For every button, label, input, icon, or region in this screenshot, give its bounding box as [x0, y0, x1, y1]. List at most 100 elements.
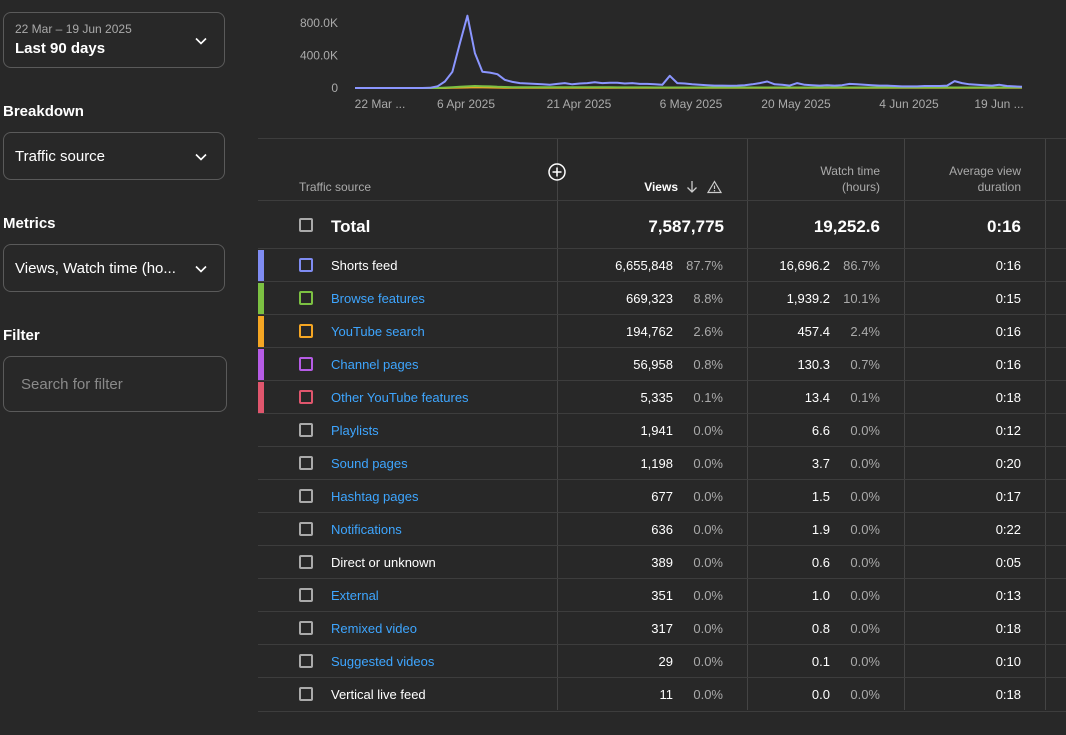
watch-time-percent: 0.0% [850, 621, 880, 636]
traffic-source-name[interactable]: Hashtag pages [331, 489, 419, 504]
views-value: 677 [651, 489, 673, 504]
row-checkbox[interactable] [299, 522, 313, 536]
row-checkbox[interactable] [299, 687, 313, 701]
chevron-down-icon [195, 37, 207, 45]
avg-duration-value: 0:18 [995, 687, 1021, 702]
watch-time-value: 16,696.2 [779, 258, 830, 273]
watch-time-value: 6.6 [811, 423, 830, 438]
row-color-bar [258, 349, 264, 381]
avg-duration-value: 0:16 [995, 258, 1021, 273]
views-percent: 0.0% [693, 423, 723, 438]
views-value: 317 [651, 621, 673, 636]
watch-time-percent: 86.7% [843, 258, 880, 273]
filter-title: Filter [3, 327, 40, 344]
total-checkbox[interactable] [299, 218, 313, 232]
traffic-source-name[interactable]: Browse features [331, 291, 425, 306]
watch-time-percent: 0.0% [850, 555, 880, 570]
avg-duration-value: 0:13 [995, 588, 1021, 603]
row-checkbox[interactable] [299, 258, 313, 272]
traffic-source-name[interactable]: Suggested videos [331, 654, 435, 669]
table-row: Suggested videos 29 0.0% 0.1 0.0% 0:10 [258, 644, 1066, 678]
table-row: Notifications 636 0.0% 1.9 0.0% 0:22 [258, 512, 1066, 546]
breakdown-title: Breakdown [3, 103, 84, 120]
warning-icon[interactable] [707, 180, 722, 194]
views-line-chart: 800.0K 400.0K 0 22 Mar ... 6 Apr 2025 21 Apr … [300, 14, 1024, 111]
row-checkbox[interactable] [299, 357, 313, 371]
y-tick-label: 400.0K [300, 49, 338, 63]
traffic-source-name[interactable]: Other YouTube features [331, 390, 469, 405]
traffic-source-name[interactable]: Channel pages [331, 357, 419, 372]
traffic-source-name[interactable]: Sound pages [331, 456, 408, 471]
views-percent: 87.7% [686, 258, 723, 273]
avg-duration-value: 0:10 [995, 654, 1021, 669]
views-value: 669,323 [626, 291, 673, 306]
date-range-dropdown[interactable]: 22 Mar – 19 Jun 2025 Last 90 days [3, 12, 225, 68]
row-checkbox[interactable] [299, 654, 313, 668]
watch-time-value: 1.0 [811, 588, 830, 603]
traffic-source-name[interactable]: Remixed video [331, 621, 417, 636]
filter-search-box [3, 356, 228, 412]
traffic-source-name[interactable]: Playlists [331, 423, 379, 438]
x-tick-label: 6 May 2025 [660, 97, 723, 111]
table-row: YouTube search 194,762 2.6% 457.4 2.4% 0:16 [258, 314, 1066, 348]
avg-duration-value: 0:18 [995, 390, 1021, 405]
watch-time-percent: 0.0% [850, 522, 880, 537]
views-percent: 8.8% [693, 291, 723, 306]
watch-time-value: 457.4 [797, 324, 830, 339]
total-avg-duration: 0:16 [986, 217, 1021, 236]
header-average-view-duration[interactable]: Average view duration [910, 163, 1021, 195]
avg-duration-value: 0:16 [995, 357, 1021, 372]
avg-duration-value: 0:17 [995, 489, 1021, 504]
add-metric-icon[interactable] [547, 162, 567, 182]
x-tick-label: 21 Apr 2025 [547, 97, 612, 111]
views-percent: 0.1% [693, 390, 723, 405]
row-checkbox[interactable] [299, 390, 313, 404]
column-divider [747, 138, 748, 710]
row-checkbox[interactable] [299, 555, 313, 569]
table-row: Direct or unknown 389 0.0% 0.6 0.0% 0:05 [258, 545, 1066, 579]
avg-duration-value: 0:15 [995, 291, 1021, 306]
header-views[interactable]: Views [644, 180, 678, 194]
metrics-value: Views, Watch time (ho... [15, 260, 176, 277]
row-checkbox[interactable] [299, 588, 313, 602]
row-checkbox[interactable] [299, 489, 313, 503]
metrics-title: Metrics [3, 215, 56, 232]
row-checkbox[interactable] [299, 423, 313, 437]
avg-duration-value: 0:05 [995, 555, 1021, 570]
traffic-source-name: Direct or unknown [331, 555, 436, 570]
watch-time-percent: 2.4% [850, 324, 880, 339]
table-row: Playlists 1,941 0.0% 6.6 0.0% 0:12 [258, 413, 1066, 447]
table-row: Hashtag pages 677 0.0% 1.5 0.0% 0:17 [258, 479, 1066, 513]
views-percent: 0.0% [693, 456, 723, 471]
header-avg-line1: Average view [949, 164, 1021, 178]
table-row: Sound pages 1,198 0.0% 3.7 0.0% 0:20 [258, 446, 1066, 480]
views-percent: 0.0% [693, 621, 723, 636]
column-divider [557, 138, 558, 710]
metrics-dropdown[interactable]: Views, Watch time (ho... [3, 244, 225, 292]
sort-down-arrow-icon[interactable] [686, 180, 698, 194]
watch-time-percent: 0.0% [850, 654, 880, 669]
row-checkbox[interactable] [299, 621, 313, 635]
views-percent: 0.0% [693, 654, 723, 669]
traffic-source-name[interactable]: YouTube search [331, 324, 425, 339]
breakdown-dropdown[interactable]: Traffic source [3, 132, 225, 180]
views-value: 351 [651, 588, 673, 603]
row-checkbox[interactable] [299, 291, 313, 305]
row-color-bar [258, 382, 264, 414]
views-percent: 0.0% [693, 555, 723, 570]
avg-duration-value: 0:22 [995, 522, 1021, 537]
filter-search-input[interactable] [14, 367, 228, 401]
row-checkbox[interactable] [299, 456, 313, 470]
table-row: Other YouTube features 5,335 0.1% 13.4 0.1% 0… [258, 380, 1066, 414]
row-color-bar [258, 283, 264, 315]
row-checkbox[interactable] [299, 324, 313, 338]
header-watch-time[interactable]: Watch time (hours) [760, 163, 880, 195]
header-watch-time-line2: (hours) [841, 180, 880, 194]
total-row: Total 7,587,775 19,252.6 0:16 [258, 200, 1066, 249]
traffic-source-name[interactable]: Notifications [331, 522, 402, 537]
views-value: 5,335 [640, 390, 673, 405]
chevron-down-icon [195, 153, 207, 161]
views-percent: 0.0% [693, 687, 723, 702]
traffic-source-name[interactable]: External [331, 588, 379, 603]
header-watch-time-line1: Watch time [820, 164, 880, 178]
